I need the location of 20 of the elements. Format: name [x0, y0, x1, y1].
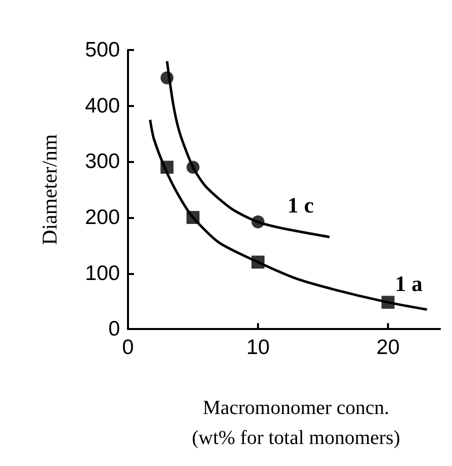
point	[382, 296, 394, 309]
point	[186, 160, 200, 174]
y-tick-label: 400	[84, 94, 120, 118]
y-tick-label: 200	[84, 206, 120, 229]
y-tick-label: 0	[108, 318, 120, 341]
x-axis-title: Macromonomer concn. (wt% for total monomers)	[192, 397, 400, 449]
x-tick-label: 10	[246, 336, 270, 360]
y-tick-label: 500	[84, 38, 120, 62]
point	[252, 256, 264, 269]
series-label: 1 c	[288, 192, 314, 218]
point	[186, 210, 200, 224]
point	[160, 71, 174, 84]
series-label: 1 a	[395, 271, 422, 296]
line-series	[148, 118, 428, 311]
x-tick-label: 20	[376, 336, 400, 360]
y-tick-label: 100	[84, 262, 120, 285]
point	[252, 215, 264, 228]
y-axis-title: Diameter/nm	[38, 134, 62, 245]
y-tick-label: 300	[84, 150, 120, 174]
point	[160, 160, 174, 174]
